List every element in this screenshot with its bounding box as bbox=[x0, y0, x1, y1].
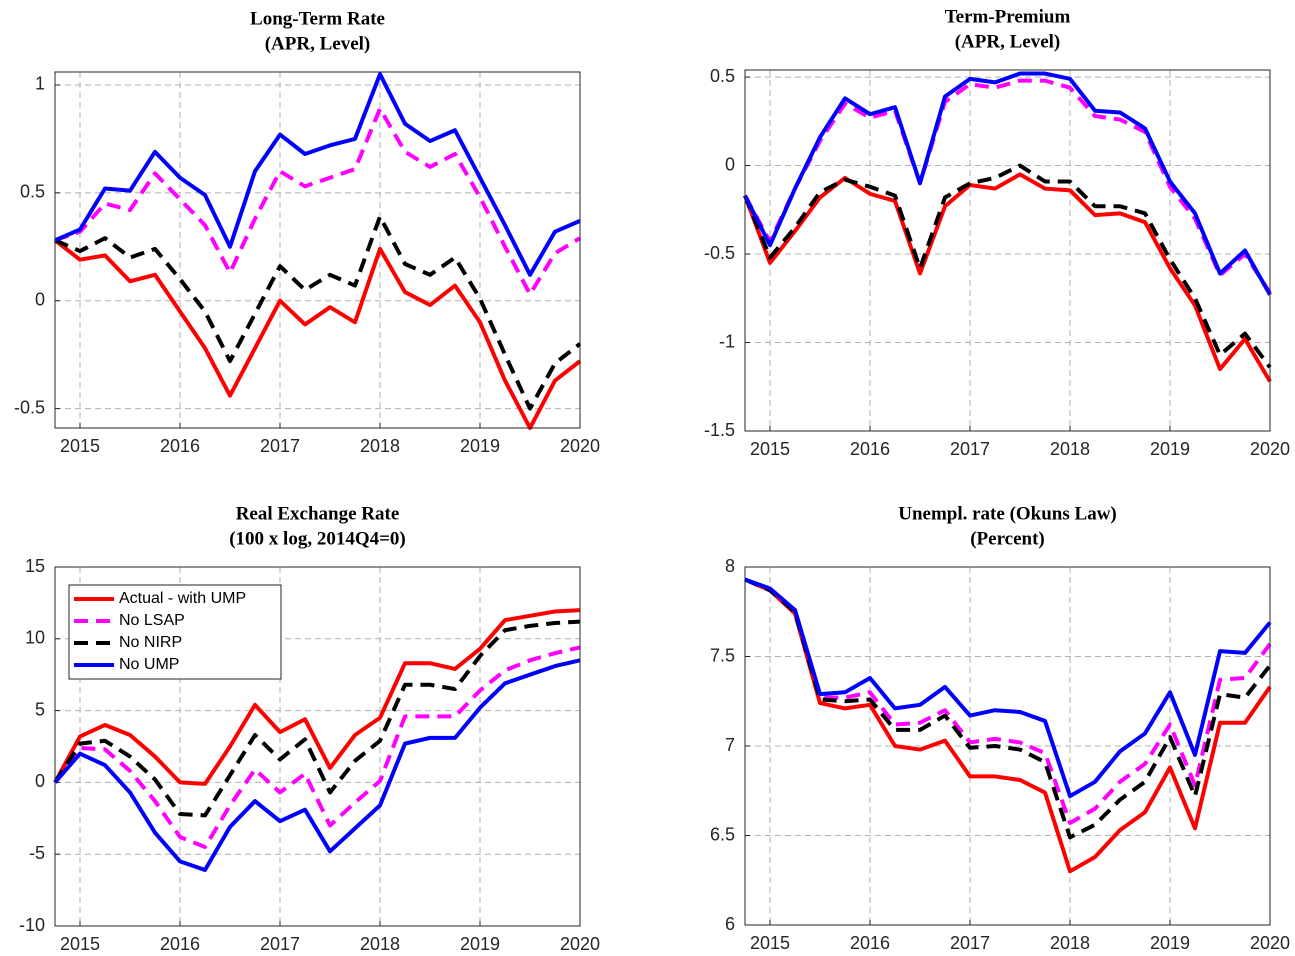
x-tick-label: 2016 bbox=[850, 933, 890, 953]
y-tick-label: 0 bbox=[35, 289, 45, 309]
data-line bbox=[54, 106, 582, 297]
plot-area bbox=[745, 70, 1270, 431]
x-tick-label: 2015 bbox=[60, 934, 100, 954]
chart-subtitle: (APR, Level) bbox=[955, 31, 1061, 52]
y-tick-label: -5 bbox=[29, 843, 45, 863]
axes-box bbox=[744, 69, 1271, 432]
y-tick-label: 0.5 bbox=[710, 66, 735, 86]
data-line bbox=[53, 608, 581, 786]
y-tick-label: 0 bbox=[35, 771, 45, 791]
subplot: -0.5 0 0.5 1 2015 2016 2017 2018 2019 2020 Long-Te… bbox=[14, 8, 600, 455]
data-line bbox=[54, 72, 581, 277]
data-line bbox=[53, 238, 582, 430]
x-tick-label: 2017 bbox=[950, 439, 990, 459]
x-tick-label: 2018 bbox=[1050, 439, 1090, 459]
x-tick-label: 2018 bbox=[360, 436, 400, 456]
y-tick-label: 8 bbox=[725, 556, 735, 576]
subplot: 6 6.5 7 7.5 8 2015 2016 2017 2018 2019 2020 Unempl.… bbox=[710, 503, 1290, 952]
y-tick-label: 1 bbox=[35, 74, 45, 94]
y-tick-label: 15 bbox=[25, 556, 45, 576]
y-tick-label: -1.5 bbox=[704, 420, 735, 440]
x-tick-label: 2016 bbox=[160, 436, 200, 456]
y-tick-label: -1 bbox=[719, 331, 735, 351]
chart-subtitle: (APR, Level) bbox=[265, 33, 371, 54]
chart-title: Term-Premium bbox=[945, 6, 1071, 27]
x-tick-label: 2019 bbox=[460, 436, 500, 456]
axes-box bbox=[54, 566, 581, 927]
chart-title: Unempl. rate (Okuns Law) bbox=[898, 503, 1117, 524]
y-tick-label: 6.5 bbox=[710, 824, 735, 844]
plot-area bbox=[55, 72, 580, 428]
data-line bbox=[744, 577, 1272, 874]
x-tick-label: 2016 bbox=[850, 439, 890, 459]
y-tick-label: -0.5 bbox=[704, 243, 735, 263]
chart-subtitle: (100 x log, 2014Q4=0) bbox=[229, 528, 406, 549]
x-tick-label: 2020 bbox=[560, 436, 600, 456]
x-tick-label: 2020 bbox=[560, 934, 600, 954]
y-tick-label: 10 bbox=[25, 628, 45, 648]
data-line bbox=[744, 577, 1272, 799]
y-tick-label: -0.5 bbox=[14, 397, 45, 417]
axes-box bbox=[744, 566, 1271, 926]
data-line bbox=[743, 78, 1272, 295]
x-tick-label: 2018 bbox=[360, 934, 400, 954]
chart-title: Long-Term Rate bbox=[250, 8, 385, 29]
legend-label: No LSAP bbox=[119, 612, 185, 629]
axes-box bbox=[54, 71, 581, 429]
legend-label: No UMP bbox=[119, 656, 179, 673]
data-line bbox=[744, 577, 1272, 825]
y-tick-label: 5 bbox=[35, 699, 45, 719]
legend-label: No NIRP bbox=[119, 634, 182, 651]
data-line bbox=[53, 658, 581, 872]
data-line bbox=[53, 645, 581, 850]
y-tick-label: 0.5 bbox=[20, 182, 45, 202]
x-tick-label: 2017 bbox=[260, 436, 300, 456]
y-tick-label: 7 bbox=[725, 735, 735, 755]
legend-label: Actual - with UMP bbox=[119, 590, 246, 607]
x-tick-label: 2019 bbox=[1150, 439, 1190, 459]
y-tick-label: 7.5 bbox=[710, 645, 735, 665]
x-tick-label: 2015 bbox=[750, 933, 790, 953]
data-line bbox=[743, 71, 1272, 296]
x-tick-label: 2020 bbox=[1250, 439, 1290, 459]
x-tick-label: 2019 bbox=[460, 934, 500, 954]
y-tick-label: 0 bbox=[725, 154, 735, 174]
y-tick-label: 6 bbox=[725, 914, 735, 934]
data-line bbox=[54, 214, 582, 411]
subplot: -1.5 -1 -0.5 0 0.5 2015 2016 2017 2018 2019 2020 Te… bbox=[704, 6, 1290, 458]
data-line bbox=[744, 577, 1272, 840]
y-tick-label: -10 bbox=[19, 915, 45, 935]
chart-title: Real Exchange Rate bbox=[236, 503, 400, 524]
x-tick-label: 2020 bbox=[1250, 933, 1290, 953]
x-tick-label: 2019 bbox=[1150, 933, 1190, 953]
data-line bbox=[743, 163, 1272, 369]
chart-subtitle: (Percent) bbox=[970, 528, 1045, 549]
x-tick-label: 2015 bbox=[60, 436, 100, 456]
subplot: -10 -5 0 5 10 15 2015 2016 2017 2018 2019 2020 Real … bbox=[19, 503, 600, 953]
x-tick-label: 2017 bbox=[260, 934, 300, 954]
x-tick-label: 2017 bbox=[950, 933, 990, 953]
x-tick-label: 2018 bbox=[1050, 933, 1090, 953]
x-tick-label: 2016 bbox=[160, 934, 200, 954]
x-tick-label: 2015 bbox=[750, 439, 790, 459]
data-line bbox=[53, 619, 581, 818]
